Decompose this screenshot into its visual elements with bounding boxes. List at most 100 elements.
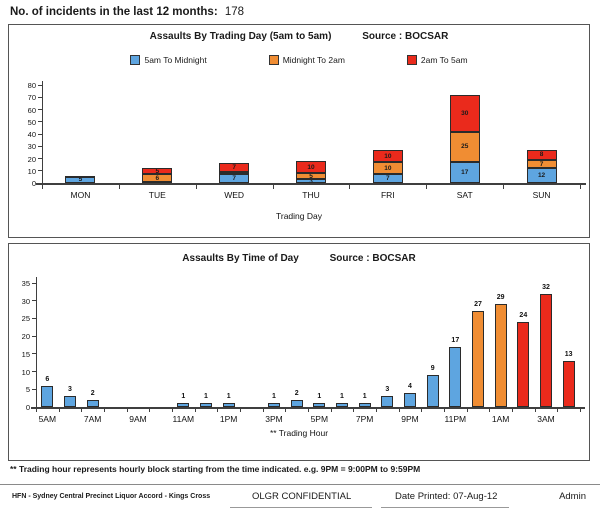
x-axis-hour-label: 7PM bbox=[355, 414, 374, 424]
incidents-label: No. of incidents in the last 12 months: bbox=[10, 6, 218, 18]
x-axis-line bbox=[36, 183, 586, 185]
bar-segment-sat: 17 bbox=[449, 162, 480, 183]
x-axis-tick bbox=[580, 409, 581, 412]
hour-bar-5pm bbox=[313, 403, 326, 407]
y-axis-tick-label: 60 bbox=[27, 105, 36, 115]
chart1-xaxis-title: Trading Day bbox=[276, 211, 322, 221]
y-axis-tick bbox=[32, 388, 36, 390]
x-axis-category-label: SUN bbox=[532, 190, 551, 200]
y-axis-tick bbox=[38, 170, 42, 172]
bar-value-label: 32 bbox=[542, 283, 550, 291]
hour-bar-2am bbox=[517, 321, 530, 407]
hour-bar-7am bbox=[86, 399, 99, 407]
footer-bar: HFN - Sydney Central Precinct Liquor Acc… bbox=[0, 490, 600, 510]
chart1-title: Assaults By Trading Day (5am to 5am) bbox=[149, 31, 332, 42]
x-axis-category-label: THU bbox=[302, 190, 320, 200]
bar-value-label: 9 bbox=[430, 365, 435, 373]
x-axis-hour-label: 11PM bbox=[444, 414, 467, 424]
x-axis-category-label: TUE bbox=[148, 190, 166, 200]
legend-swatch-icon bbox=[406, 55, 417, 65]
bar-value-label: 3 bbox=[385, 386, 390, 394]
bar-segment-mon bbox=[65, 175, 96, 178]
y-axis-tick-label: 0 bbox=[25, 403, 30, 412]
x-axis-hour-label: 3AM bbox=[537, 414, 555, 424]
y-axis-tick bbox=[32, 300, 36, 302]
legend-item-5am-to-midnight: 5am To Midnight bbox=[130, 55, 207, 65]
x-axis-tick bbox=[36, 409, 37, 412]
footer-precinct-label: HFN - Sydney Central Precinct Liquor Acc… bbox=[12, 493, 211, 500]
bar-value-label: 1 bbox=[362, 393, 367, 401]
y-axis-tick-label: 30 bbox=[21, 296, 30, 306]
bar-segment-tue: 6 bbox=[142, 174, 173, 182]
bar-value-label: 27 bbox=[474, 301, 482, 309]
chart1-legend: 5am To Midnight Midnight To 2am 2am To 5am bbox=[9, 55, 589, 65]
x-axis-tick bbox=[503, 185, 505, 189]
bar-segment-wed: 7 bbox=[219, 174, 250, 183]
x-axis-tick bbox=[217, 409, 219, 412]
bar-value-label: 2 bbox=[90, 389, 95, 397]
hour-bar-11pm bbox=[449, 346, 462, 407]
x-axis-category-label: WED bbox=[224, 190, 245, 200]
y-axis-tick-label: 10 bbox=[21, 367, 30, 377]
x-axis-tick bbox=[534, 409, 536, 412]
x-axis-tick bbox=[330, 409, 332, 412]
y-axis-tick-label: 5 bbox=[25, 385, 30, 395]
bar-segment-sun: 12 bbox=[526, 168, 557, 183]
y-axis-tick bbox=[38, 109, 42, 110]
x-axis-tick bbox=[557, 409, 559, 412]
bar-segment-wed bbox=[219, 171, 250, 175]
footer-confidential-label: OLGR CONFIDENTIAL bbox=[252, 491, 352, 502]
y-axis-tick-label: 25 bbox=[21, 314, 30, 324]
hour-bar-1pm bbox=[222, 403, 235, 407]
footer-user-label: Admin bbox=[559, 491, 586, 502]
y-axis-tick bbox=[38, 84, 42, 86]
y-axis-tick-label: 40 bbox=[27, 130, 36, 139]
y-axis-tick bbox=[32, 282, 36, 284]
x-axis-hour-label: 5PM bbox=[310, 414, 329, 424]
bar-segment-tue: 5 bbox=[142, 168, 173, 175]
bar-value-label: 29 bbox=[496, 294, 505, 302]
y-axis-tick-label: 15 bbox=[21, 349, 30, 359]
chart1-title-row: Assaults By Trading Day (5am to 5am) Sou… bbox=[9, 31, 589, 42]
x-axis-tick bbox=[353, 409, 355, 412]
hour-bar-6am bbox=[64, 396, 76, 407]
x-axis-tick bbox=[58, 409, 60, 412]
y-axis-line bbox=[36, 277, 37, 407]
x-axis-tick bbox=[580, 185, 581, 189]
y-axis-tick-label: 80 bbox=[27, 81, 36, 90]
bar-value-label: 4 bbox=[408, 382, 412, 390]
x-axis-category-label: MON bbox=[70, 190, 91, 200]
y-axis-tick-label: 20 bbox=[21, 332, 30, 342]
x-axis-hour-label: 1PM bbox=[219, 414, 238, 424]
hour-bar-8pm bbox=[381, 396, 394, 407]
bar-value-label: 1 bbox=[340, 393, 344, 401]
bar-segment-wed: 7 bbox=[219, 163, 250, 172]
y-axis-line bbox=[42, 81, 43, 183]
chart1-source: Source : BOCSAR bbox=[362, 31, 449, 42]
time-of-day-chart-panel: Assaults By Time of Day Source : BOCSAR … bbox=[8, 243, 590, 461]
y-axis-tick-label: 70 bbox=[27, 93, 36, 103]
x-axis-hour-label: 5AM bbox=[38, 414, 57, 424]
y-axis-tick bbox=[32, 317, 36, 319]
y-axis-tick-label: 30 bbox=[27, 142, 36, 152]
x-axis-tick bbox=[172, 409, 173, 412]
x-axis-tick bbox=[240, 409, 241, 412]
hour-bar-7pm bbox=[358, 403, 371, 407]
footer-divider bbox=[0, 484, 600, 485]
footer-date-printed: Date Printed: 07-Aug-12 bbox=[395, 491, 498, 502]
hour-bar-6pm bbox=[336, 403, 348, 407]
x-axis-hour-label: 7AM bbox=[83, 414, 102, 424]
legend-label: Midnight To 2am bbox=[282, 55, 345, 65]
bar-value-label: 1 bbox=[272, 393, 276, 401]
x-axis-tick bbox=[42, 185, 43, 189]
x-axis-tick bbox=[421, 409, 423, 412]
bar-value-label: 17 bbox=[451, 336, 460, 344]
hour-bar-5am bbox=[41, 385, 54, 407]
footer-underline-date bbox=[381, 507, 509, 508]
bar-segment-fri: 10 bbox=[372, 149, 403, 163]
x-axis-hour-label: 1AM bbox=[491, 414, 510, 424]
x-axis-tick bbox=[489, 409, 491, 412]
x-axis-tick bbox=[262, 409, 264, 412]
x-axis-tick bbox=[398, 409, 400, 412]
bar-value-label: 13 bbox=[564, 350, 573, 358]
